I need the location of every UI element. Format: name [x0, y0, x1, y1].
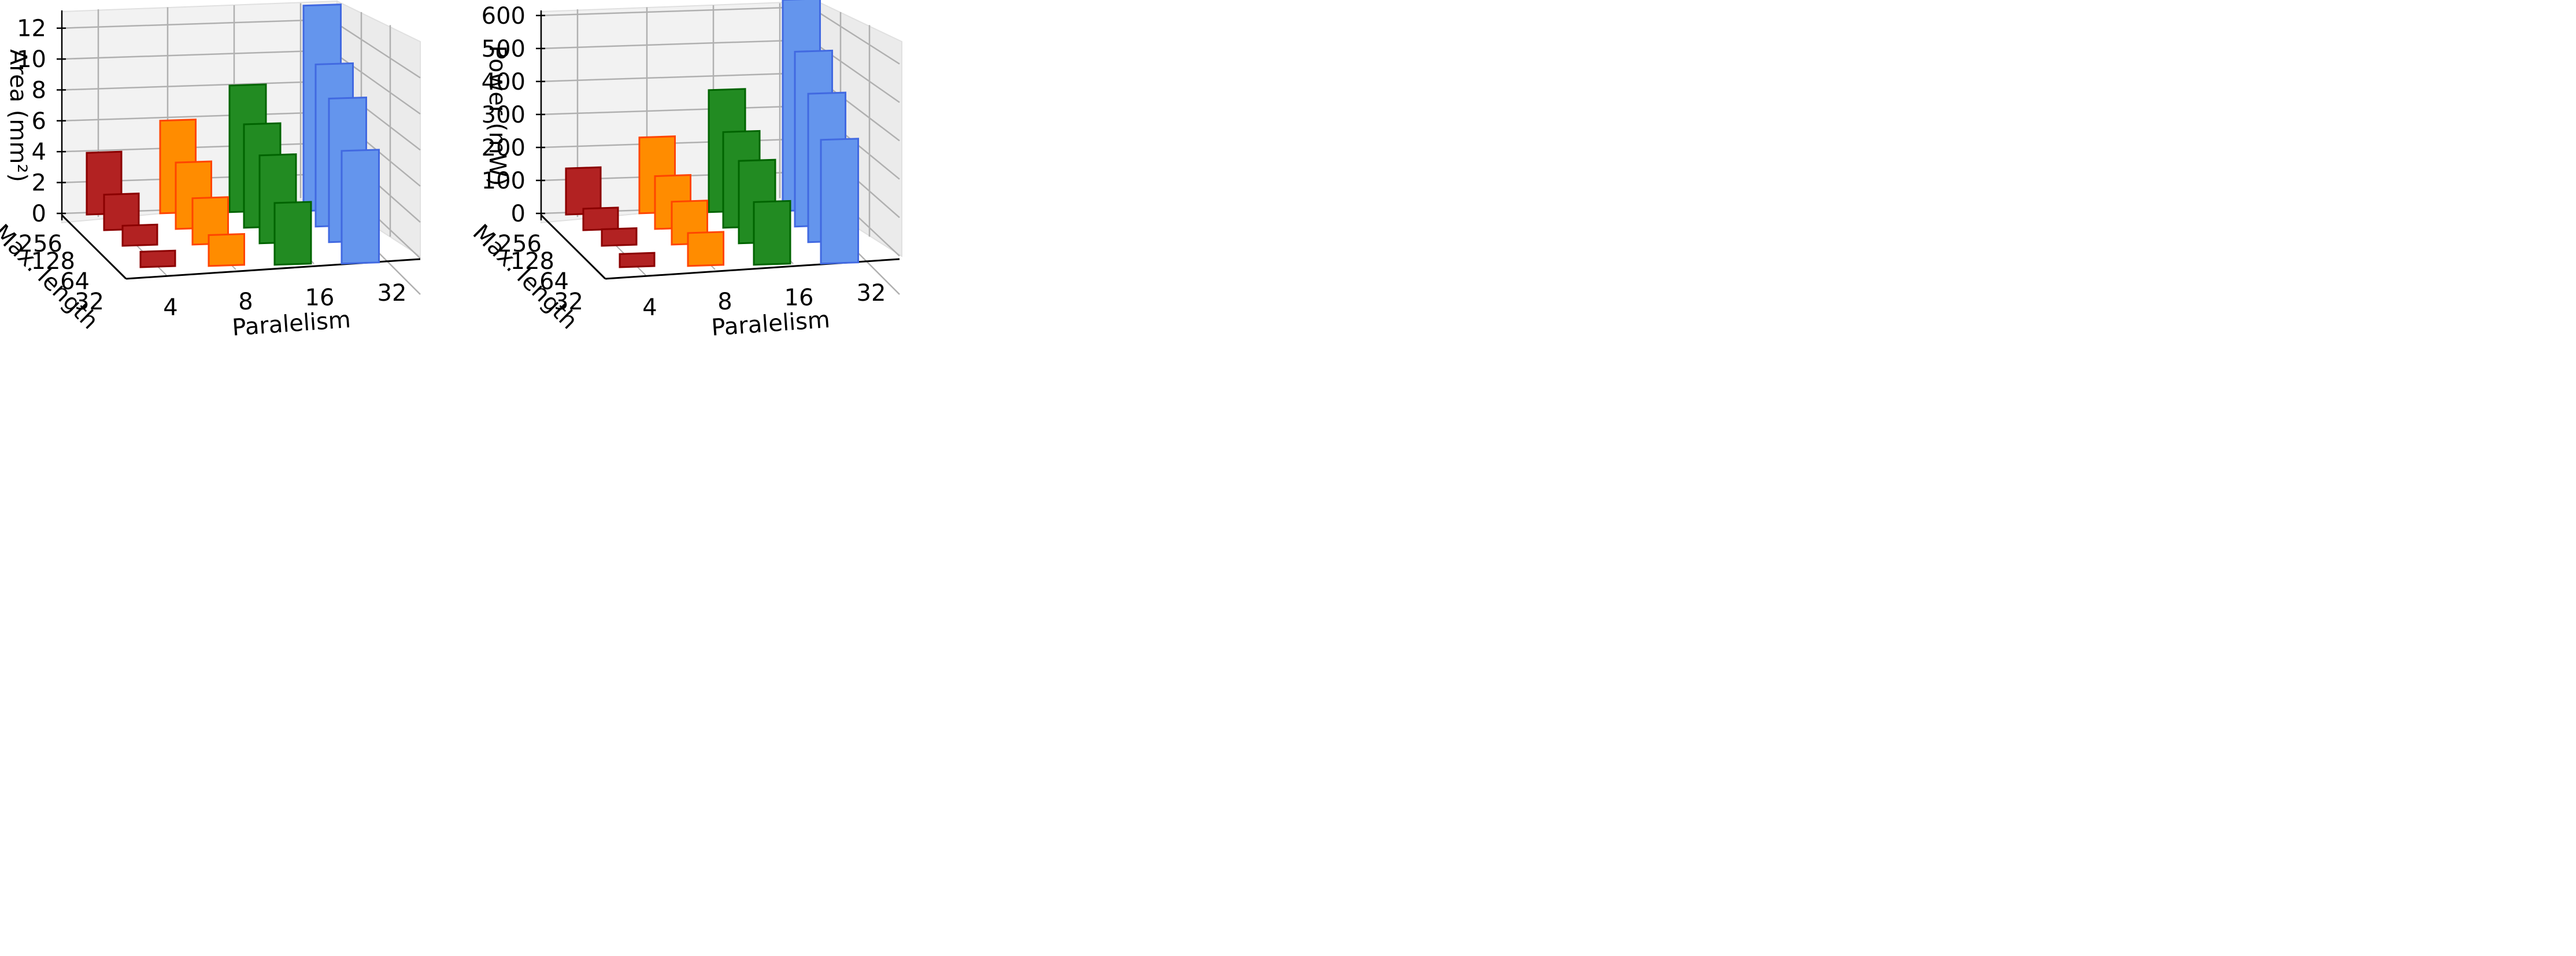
grid-line	[541, 39, 810, 50]
grid-line	[330, 50, 421, 115]
grid-line	[61, 19, 331, 29]
grid-line	[809, 6, 900, 65]
x-tick-label: 32	[377, 280, 407, 307]
bar-p4-len32	[619, 252, 656, 268]
z-tick-labels: 0 2 4 6 8 10 12	[17, 16, 66, 227]
x-tick-label: 4	[163, 294, 177, 321]
x-tick-label: 16	[784, 285, 814, 311]
z-tick-label: 200	[482, 135, 525, 161]
bar-p4-len32	[139, 249, 176, 268]
grid-line	[61, 49, 331, 60]
x-tick-labels: 4 8 16 32	[163, 280, 406, 321]
x-tick-label: 4	[642, 294, 657, 321]
z-tick-label: 500	[482, 36, 525, 62]
y-tick-label: 256	[18, 231, 62, 257]
grid-line	[541, 105, 810, 116]
y-tick-label: 256	[498, 231, 542, 257]
z-axis-label: Area (mm²)	[5, 49, 31, 182]
grid-line	[61, 111, 331, 122]
grid-line	[330, 19, 421, 79]
y-tick-label: 32	[554, 289, 583, 315]
bar-p4-len64	[601, 227, 638, 247]
y-tick-label: 128	[31, 248, 75, 275]
bar-p4-len64	[121, 223, 158, 247]
z-tick-label: 12	[17, 16, 46, 42]
z-tick-label: 2	[32, 170, 46, 197]
z-axis-label: Power (mW)	[484, 45, 510, 186]
z-tick-label: 10	[17, 46, 46, 73]
bar-p16-len32	[753, 200, 791, 266]
grid-line	[541, 6, 810, 17]
y-tick-label: 128	[510, 248, 554, 275]
bar-p8-len32	[687, 231, 724, 267]
x-tick-label: 32	[857, 280, 886, 307]
bars	[86, 3, 380, 268]
bars	[565, 0, 859, 268]
grid-line	[541, 72, 810, 83]
z-tick-label: 600	[482, 3, 525, 29]
y-axis-line	[540, 214, 606, 280]
z-tick-label: 4	[32, 139, 46, 165]
y-tick-label: 64	[60, 268, 90, 295]
x-tick-labels: 4 8 16 32	[642, 280, 886, 321]
x-tick-label: 8	[238, 289, 253, 315]
z-tick-label: 8	[32, 77, 46, 104]
z-tick-label: 400	[482, 69, 525, 95]
bar-p8-len32	[208, 232, 245, 267]
bar-p4-len128	[582, 206, 619, 231]
grid-line	[61, 80, 331, 91]
bar-p32-len32	[820, 138, 859, 265]
y-tick-label: 32	[75, 289, 104, 315]
x-tick-label: 16	[305, 285, 335, 311]
bar-p32-len32	[340, 149, 380, 265]
x-tick-label: 8	[717, 289, 732, 315]
y-tick-label: 64	[539, 268, 569, 295]
y-axis-line	[61, 214, 127, 280]
z-tick-label: 0	[32, 201, 46, 227]
z-tick-labels: 0 100 200 300 400 500 600	[482, 3, 545, 227]
z-tick-label: 0	[511, 201, 525, 227]
z-tick-label: 100	[482, 168, 525, 194]
z-tick-label: 6	[32, 108, 46, 135]
bar-p16-len32	[273, 201, 312, 266]
z-tick-label: 300	[482, 102, 525, 128]
